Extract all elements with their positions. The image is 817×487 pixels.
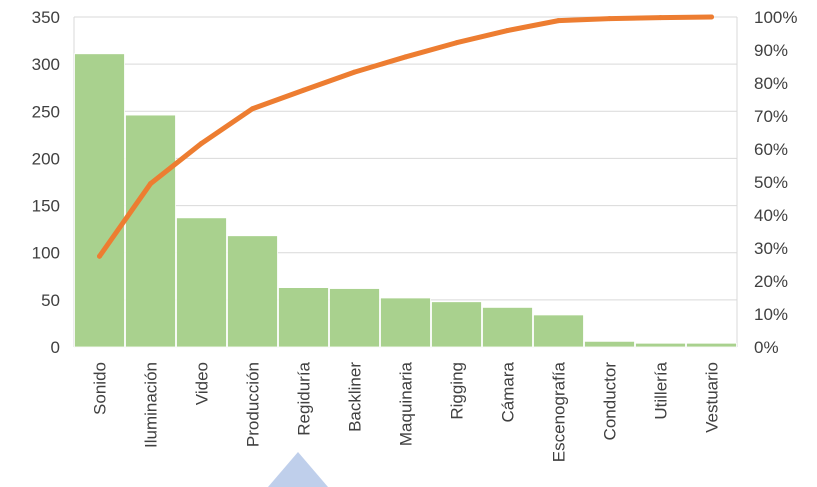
- bar-conductor: [584, 340, 635, 348]
- category-label-video: Video: [193, 362, 212, 405]
- bar-maquinaria: [380, 297, 431, 348]
- right-tick-label: 30%: [754, 239, 788, 258]
- left-tick-label: 0: [51, 338, 60, 357]
- bar-sonido: [74, 53, 125, 348]
- cumulative-point: [709, 14, 714, 20]
- category-label-backliner: Backliner: [346, 362, 365, 432]
- cumulative-point: [505, 28, 510, 34]
- cumulative-point: [403, 54, 408, 60]
- right-tick-label: 50%: [754, 173, 788, 192]
- cumulative-point: [148, 181, 153, 187]
- left-axis-ticks: 0 50 100 150 200 250 300 350: [32, 8, 60, 357]
- right-tick-label: 80%: [754, 74, 788, 93]
- left-tick-label: 200: [32, 149, 60, 168]
- cumulative-point: [658, 15, 663, 21]
- left-tick-label: 350: [32, 8, 60, 27]
- right-tick-label: 40%: [754, 206, 788, 225]
- bar-utillería: [635, 342, 686, 348]
- bar-rigging: [431, 301, 482, 348]
- right-tick-label: 10%: [754, 305, 788, 324]
- category-label-cámara: Cámara: [499, 361, 518, 422]
- cumulative-point: [250, 106, 255, 112]
- category-label-maquinaria: Maquinaria: [397, 361, 416, 446]
- category-label-utillería: Utillería: [652, 361, 671, 419]
- right-tick-label: 90%: [754, 41, 788, 60]
- cumulative-point: [199, 140, 204, 146]
- left-tick-label: 250: [32, 102, 60, 121]
- bars: [74, 53, 737, 348]
- category-label-conductor: Conductor: [601, 362, 620, 441]
- cumulative-point: [454, 40, 459, 46]
- cumulative-point: [556, 18, 561, 24]
- bar-vestuario: [686, 342, 737, 348]
- cumulative-point: [352, 69, 357, 75]
- bar-producción: [227, 235, 278, 348]
- bar-regiduría: [278, 287, 329, 348]
- category-label-iluminación: Iluminación: [142, 362, 161, 448]
- cumulative-point: [97, 253, 102, 259]
- right-tick-label: 60%: [754, 140, 788, 159]
- left-tick-label: 50: [41, 291, 60, 310]
- bar-cámara: [482, 306, 533, 348]
- right-tick-label: 70%: [754, 107, 788, 126]
- category-label-producción: Producción: [244, 362, 263, 447]
- cumulative-point: [301, 87, 306, 93]
- bar-escenografía: [533, 314, 584, 348]
- bar-video: [176, 217, 227, 348]
- category-labels: Sonido Iluminación Video Producción Regidurí…: [91, 361, 722, 462]
- right-tick-label: 100%: [754, 8, 797, 27]
- category-label-rigging: Rigging: [448, 362, 467, 420]
- cumulative-line: [97, 14, 714, 259]
- category-label-vestuario: Vestuario: [703, 362, 722, 433]
- right-tick-label: 20%: [754, 272, 788, 291]
- category-label-regiduría: Regiduría: [295, 361, 314, 435]
- cursor-triangle-icon: [268, 452, 328, 487]
- right-axis-ticks: 0% 10% 20% 30% 40% 50% 60% 70% 80% 90% 100%: [754, 8, 797, 357]
- bar-backliner: [329, 288, 380, 348]
- left-tick-label: 150: [32, 197, 60, 216]
- category-label-sonido: Sonido: [91, 362, 110, 415]
- category-label-escenografía: Escenografía: [550, 361, 569, 462]
- left-tick-label: 100: [32, 244, 60, 263]
- cumulative-point: [607, 16, 612, 22]
- right-tick-label: 0%: [754, 338, 779, 357]
- left-tick-label: 300: [32, 55, 60, 74]
- bar-iluminación: [125, 114, 176, 348]
